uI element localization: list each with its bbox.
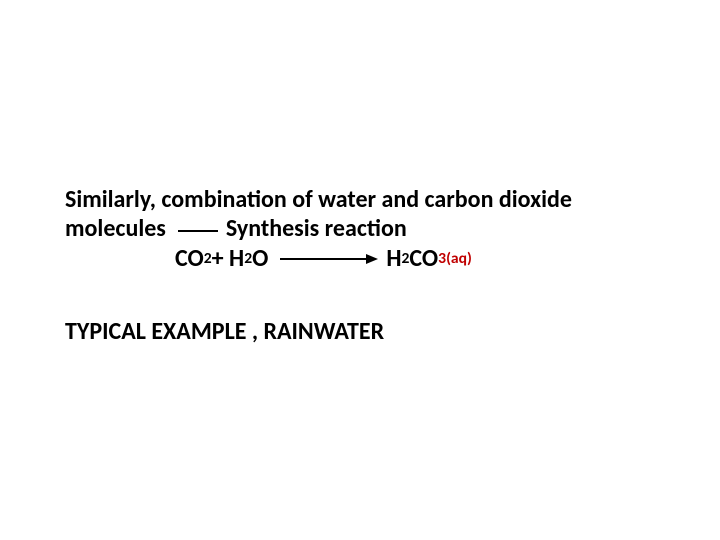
arrow-svg [278,252,378,266]
eq-co3-sub3: 3 [438,249,446,268]
eq-co: CO [175,244,204,273]
eq-co-sub: 2 [204,249,212,268]
eq-o: O [252,244,268,273]
arrow-icon [278,244,378,273]
eq-h: H [386,244,401,273]
example-line: TYPICAL EXAMPLE , RAINWATER [65,317,665,346]
synthesis-word: Synthesis reaction [226,214,407,243]
eq-h2-sub: 2 [401,249,409,268]
eq-plus-h: + H [212,244,245,273]
slide-text-block: Similarly, combination of water and carb… [65,185,665,346]
molecules-word: molecules [65,214,166,243]
line-svg [176,226,220,236]
short-line-icon [176,214,220,243]
eq-h2o-sub: 2 [244,249,252,268]
intro-line-2: molecules Synthesis reaction [65,214,665,243]
intro-line-1: Similarly, combination of water and carb… [65,185,665,214]
slide: Similarly, combination of water and carb… [0,0,720,540]
equation-line: CO2 + H2O H2CO3(aq) [175,244,665,273]
eq-co3: CO [409,244,438,273]
eq-aq: (aq) [446,249,472,268]
